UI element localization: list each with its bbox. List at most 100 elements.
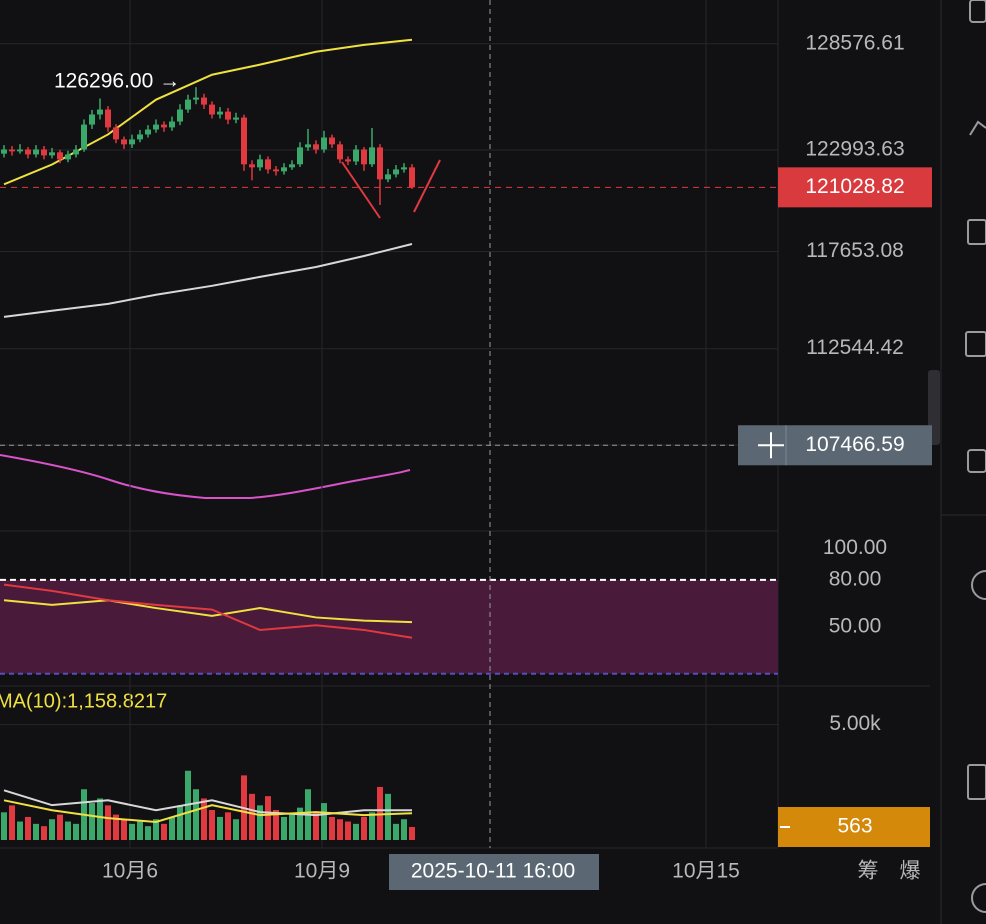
volume-bar [249, 793, 255, 840]
candle-body [337, 144, 343, 160]
candle-body [289, 164, 295, 168]
candle-body [97, 109, 103, 115]
volume-tick-label: 5.00k [829, 712, 881, 735]
volume-bar [401, 819, 407, 840]
candle-body [345, 159, 351, 162]
volume-bar [345, 821, 351, 840]
candle-body [209, 104, 215, 115]
toolbar-tab: 爆 [900, 860, 921, 883]
candle-body [377, 147, 383, 180]
volume-bar [265, 796, 271, 840]
candle-body [369, 147, 375, 165]
volume-bar [169, 816, 175, 840]
crosshair-time-label: 2025-10-11 16:00 [411, 860, 575, 883]
candle-body [89, 114, 95, 125]
volume-bar [41, 826, 47, 840]
candle-body [241, 117, 247, 165]
volume-bar [153, 819, 159, 840]
volume-bar [257, 805, 263, 840]
volume-bar [313, 812, 319, 840]
volume-bar [297, 807, 303, 840]
toolbar-tab: 筹 [858, 860, 879, 883]
candle-body [353, 149, 359, 162]
candle-body [105, 109, 111, 128]
volume-bar [369, 812, 375, 840]
rsi-band [0, 579, 778, 674]
candle-body [17, 149, 23, 152]
candle-body [265, 159, 271, 170]
volume-bar [97, 798, 103, 840]
candle-body [129, 139, 135, 145]
volume-bar [193, 789, 199, 840]
volume-bar [73, 823, 79, 840]
candle-body [49, 152, 55, 156]
candle-body [385, 174, 391, 180]
candle-body [305, 144, 311, 148]
volume-bar [409, 827, 415, 840]
candle-body [201, 97, 207, 105]
candle-body [233, 117, 239, 120]
candle-body [297, 147, 303, 165]
candle-body [41, 149, 47, 156]
candle-body [9, 149, 15, 152]
right-toolbar [928, 0, 986, 924]
volume-bar [121, 819, 127, 840]
volume-bar [201, 798, 207, 840]
volume-bar [145, 826, 151, 840]
volume-bar [161, 823, 167, 840]
candle-body [73, 149, 79, 155]
rsi-tick-label: 80.00 [829, 567, 882, 590]
candle-body [1, 149, 7, 154]
candle-body [225, 111, 231, 120]
volume-bar [321, 803, 327, 840]
candle-body [81, 124, 87, 150]
volume-ma-label: MA(10):1,158.8217 [0, 690, 167, 712]
candle-body [65, 154, 71, 160]
volume-bar [57, 814, 63, 840]
last-price-box [778, 167, 932, 208]
peak-annotation: 126296.00 → [54, 70, 180, 93]
volume-bar [65, 821, 71, 840]
rsi-tick-label: 50.00 [829, 614, 882, 637]
candle-body [121, 139, 127, 145]
volume-bar [289, 814, 295, 840]
volume-bar [217, 816, 223, 840]
candle-body [161, 124, 167, 128]
y-tick-label: 117653.08 [806, 239, 904, 262]
candle-body [281, 167, 287, 172]
candle-body [193, 97, 199, 100]
volume-ma-line [3, 799, 413, 824]
volume-bar [137, 821, 143, 840]
candle-body [401, 167, 407, 170]
drawn-arrow [341, 159, 441, 219]
volume-bar [225, 812, 231, 840]
crosshair-price-label: 107466.59 [805, 433, 904, 456]
candle-body [257, 159, 263, 168]
volume-current-label: 563 [837, 815, 872, 838]
candle-body [25, 149, 31, 155]
candle-body [169, 121, 175, 128]
candle-body [217, 111, 223, 115]
volume-bar [337, 819, 343, 840]
candle-body [177, 109, 183, 122]
candle-body [57, 152, 63, 160]
volume-bar [105, 805, 111, 840]
candle-body [113, 127, 119, 140]
y-tick-label: 112544.42 [806, 336, 904, 359]
volume-bar [385, 793, 391, 840]
candle-body [145, 129, 151, 135]
volume-bar [377, 786, 383, 840]
x-tick-label: 10月9 [294, 860, 350, 883]
volume-bar [353, 823, 359, 840]
candle-body [393, 169, 399, 175]
volume-bar [129, 823, 135, 840]
rsi-tick-label: 100.00 [823, 536, 887, 559]
y-tick-label: 128576.61 [805, 31, 904, 54]
x-tick-label: 10月15 [672, 860, 740, 883]
volume-ma-line [3, 789, 412, 817]
volume-box [778, 807, 930, 848]
volume-bar [113, 814, 119, 840]
ma-line [3, 243, 413, 318]
volume-bar [33, 823, 39, 840]
